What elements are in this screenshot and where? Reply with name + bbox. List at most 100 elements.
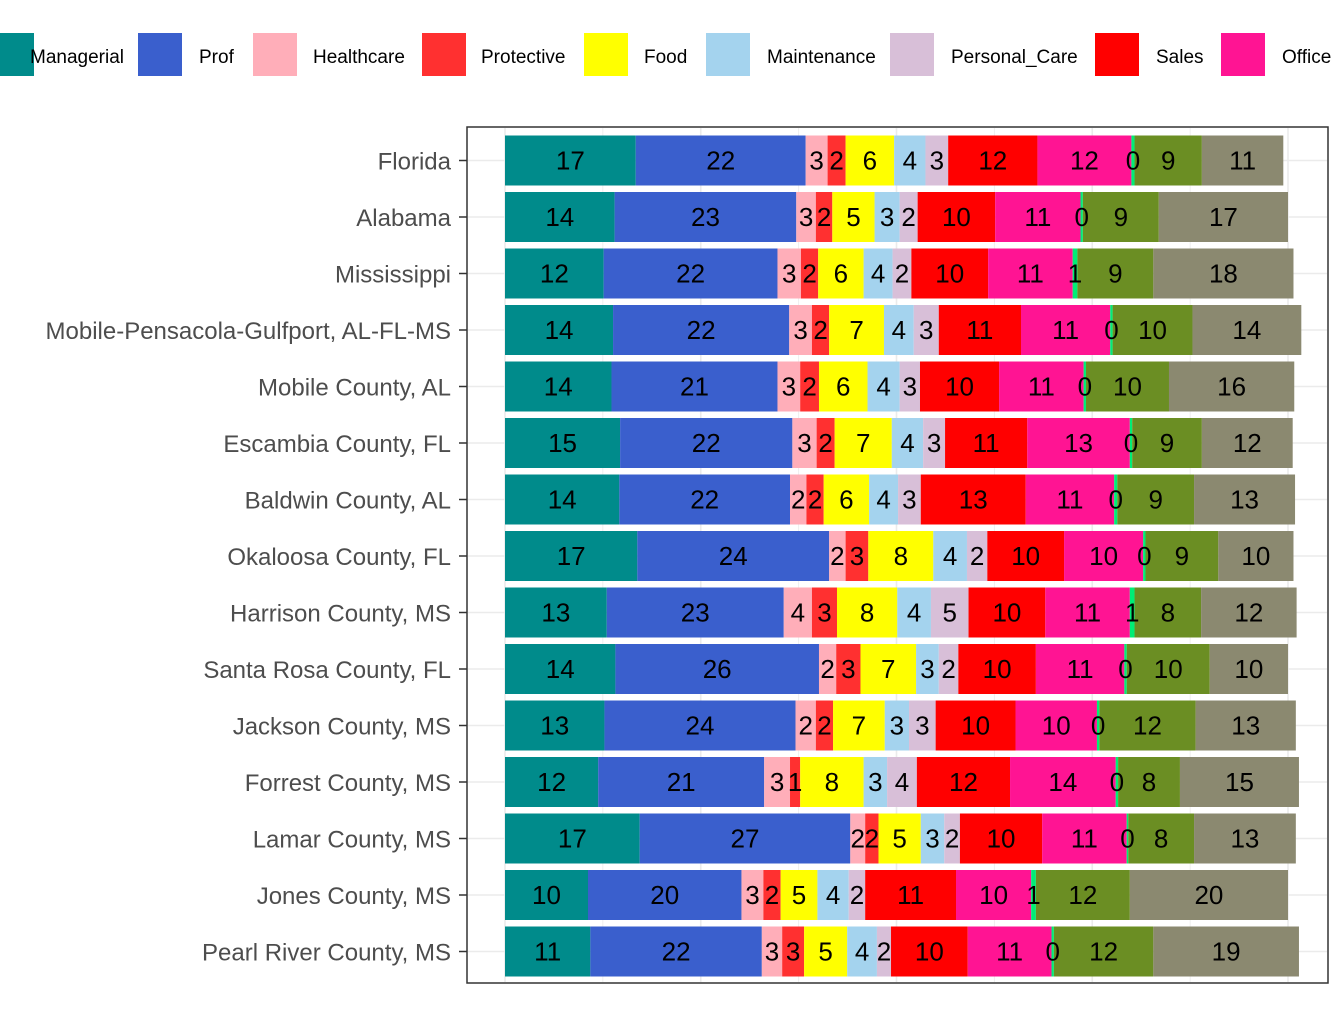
- bar-segment: [894, 135, 926, 186]
- bar-value-label: 27: [731, 824, 760, 854]
- bar-value-label: 10: [1089, 541, 1118, 571]
- bar-segment: [505, 870, 588, 920]
- bar-segment: [823, 474, 870, 525]
- bar-value-label: 5: [892, 824, 906, 854]
- bar-segment: [1129, 418, 1133, 468]
- bar-value-label: 5: [846, 202, 860, 232]
- bar-segment: [790, 474, 807, 525]
- legend-label: Food: [644, 47, 687, 68]
- bar-value-label: 0: [1104, 315, 1118, 345]
- bar-segment: [1134, 135, 1202, 186]
- bar-value-label: 14: [545, 315, 574, 345]
- bar-segment: [1064, 531, 1144, 581]
- bar-value-label: 3: [809, 146, 823, 176]
- bar-value-label: 12: [949, 767, 978, 797]
- legend: Managerial Prof Healthcare Protective Food Ma…: [0, 33, 1331, 76]
- bar-value-label: 10: [942, 202, 971, 232]
- bar-value-label: 6: [863, 146, 877, 176]
- bar-segment: [891, 926, 968, 977]
- bar-segment: [811, 587, 837, 638]
- y-axis: Florida Alabama Mississippi Mobile-Pensacol…: [46, 149, 467, 967]
- bar-value-label: 0: [1109, 485, 1123, 515]
- bar-segment: [815, 192, 833, 242]
- bar-segment: [869, 474, 899, 525]
- bar-value-label: 7: [881, 654, 895, 684]
- bar-value-label: 9: [1175, 541, 1189, 571]
- bar-segment: [505, 757, 599, 807]
- bar-segment: [1112, 305, 1193, 355]
- bar-value-label: 9: [1114, 202, 1128, 232]
- bar-segment: [1124, 644, 1127, 694]
- bar-value-label: 11: [1056, 485, 1083, 515]
- bar-value-label: 13: [540, 711, 569, 741]
- legend-key: [890, 33, 934, 76]
- bar-value-label: 2: [817, 202, 831, 232]
- bar-value-label: 4: [855, 937, 869, 967]
- bar-segment: [777, 361, 801, 412]
- bar-segment: [777, 248, 801, 299]
- bar-segment: [1158, 192, 1288, 242]
- bar-value-label: 7: [856, 428, 870, 458]
- bar-segment: [863, 248, 893, 299]
- bar-value-label: 3: [903, 372, 917, 402]
- bar-value-label: 6: [836, 372, 850, 402]
- bar-value-label: 4: [876, 372, 890, 402]
- bar-value-label: 10: [1011, 541, 1040, 571]
- legend-label: Protective: [481, 47, 565, 68]
- bar-value-label: 2: [813, 315, 827, 345]
- bar-segment: [967, 926, 1052, 977]
- bar-segment: [795, 700, 816, 751]
- bar-segment: [505, 248, 604, 299]
- bar-value-label: 2: [895, 259, 909, 289]
- bar-value-label: 0: [1078, 372, 1092, 402]
- bar-value-label: 3: [770, 767, 784, 797]
- bar-value-label: 8: [1161, 598, 1175, 628]
- bar-segment: [1209, 644, 1288, 694]
- bar-value-label: 22: [706, 146, 735, 176]
- bar-value-label: 4: [900, 428, 914, 458]
- bar-value-label: 2: [945, 824, 959, 854]
- bar-value-label: 15: [548, 428, 577, 458]
- bar-value-label: 2: [877, 937, 891, 967]
- bar-segment: [847, 926, 877, 977]
- y-tick-label: Pearl River County, MS: [202, 940, 451, 967]
- bar-value-label: 2: [865, 824, 879, 854]
- bar-value-label: 5: [818, 937, 832, 967]
- bar-segment: [635, 135, 806, 186]
- bar-value-label: 14: [1048, 767, 1077, 797]
- bar-segment: [884, 700, 910, 751]
- bar-segment: [741, 870, 764, 920]
- bar-segment: [868, 531, 934, 581]
- bar-segment: [1153, 926, 1299, 977]
- bar-segment: [1072, 248, 1078, 299]
- bar-value-label: 26: [703, 654, 732, 684]
- bar-value-label: 3: [925, 824, 939, 854]
- legend-label: Office: [1282, 47, 1331, 68]
- bar-value-label: 10: [983, 654, 1012, 684]
- bar-segment: [1143, 531, 1146, 581]
- bar-value-label: 11: [1028, 372, 1055, 402]
- bar-segment: [833, 700, 885, 751]
- bar-value-label: 23: [691, 202, 720, 232]
- bar-value-label: 4: [907, 598, 921, 628]
- bar-segment: [620, 418, 793, 468]
- bar-value-label: 10: [979, 880, 1008, 910]
- bar-value-label: 16: [1217, 372, 1246, 402]
- bar-segment: [1085, 361, 1169, 412]
- bar-segment: [614, 192, 797, 242]
- legend-label: Maintenance: [767, 47, 876, 68]
- bar-segment: [995, 192, 1081, 242]
- bar-segment: [796, 192, 816, 242]
- bar-value-label: 24: [686, 711, 715, 741]
- bar-segment: [1010, 757, 1116, 807]
- bar-value-label: 10: [935, 259, 964, 289]
- bar-segment: [505, 531, 638, 581]
- y-tick-label: Forrest County, MS: [245, 770, 451, 797]
- bar-segment: [604, 700, 796, 751]
- bar-segment: [505, 135, 636, 186]
- bar-segment: [764, 757, 791, 807]
- legend-key: [706, 33, 750, 76]
- bar-segment: [1134, 587, 1202, 638]
- bar-value-label: 3: [799, 202, 813, 232]
